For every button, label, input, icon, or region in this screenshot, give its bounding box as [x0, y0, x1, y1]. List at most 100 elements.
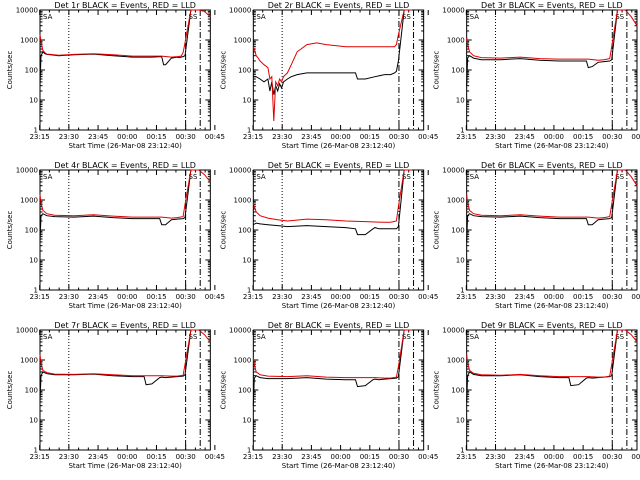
- x-tick-label: 23:45: [515, 453, 535, 461]
- x-tick-label: 00:00: [544, 453, 564, 461]
- panel-title: Det 9r BLACK = Events, RED = LLD: [481, 321, 623, 330]
- y-tick-label: 1: [247, 447, 251, 455]
- y-tick-label: 10: [242, 97, 251, 105]
- x-axis-label: Start Time (26-Mar-08 23:12:40): [282, 142, 396, 150]
- x-axis-label: Start Time (26-Mar-08 23:12:40): [495, 462, 609, 470]
- plot-frame: [466, 329, 638, 451]
- events-series-line: [466, 169, 626, 242]
- x-tick-label: 23:15: [30, 453, 50, 461]
- y-tick-label: 10000: [442, 167, 464, 175]
- x-tick-label: 00:15: [360, 293, 380, 301]
- x-tick-label: 00:00: [117, 133, 137, 141]
- y-tick-label: 1000: [234, 37, 252, 45]
- events-series-line: [252, 329, 412, 406]
- y-tick-label: 10: [242, 417, 251, 425]
- detector-panel-8: Det 8r BLACK = Events, RED = LLD 1 10 100 10…: [219, 321, 438, 470]
- x-tick-label: 23:15: [456, 453, 476, 461]
- x-axis-label: Start Time (26-Mar-08 23:12:40): [68, 462, 182, 470]
- x-axis-label: Start Time (26-Mar-08 23:12:40): [68, 302, 182, 310]
- y-tick-label: 100: [238, 387, 251, 395]
- x-tick-label: 00:30: [602, 293, 622, 301]
- y-tick-label: 1: [34, 127, 38, 135]
- y-tick-label: 1000: [20, 357, 38, 365]
- detector-panel-9: Det 9r BLACK = Events, RED = LLD 1 10 100 10…: [433, 321, 640, 470]
- y-axis-label: Counts/sec: [6, 211, 14, 250]
- x-tick-label: 00:00: [544, 293, 564, 301]
- y-axis-label: Counts/sec: [433, 371, 441, 410]
- marker-label: SS: [402, 173, 411, 181]
- lld-series-line: [466, 9, 638, 61]
- x-tick-label: 23:45: [301, 133, 321, 141]
- y-tick-label: 100: [451, 387, 464, 395]
- marker-label: SA: [256, 333, 266, 341]
- y-tick-label: 1000: [20, 197, 38, 205]
- x-tick-label: 00:00: [544, 133, 564, 141]
- marker-label: SA: [470, 13, 480, 21]
- y-tick-label: 100: [25, 67, 38, 75]
- y-tick-label: 1: [460, 287, 464, 295]
- plot-frame: [39, 169, 211, 291]
- y-axis-label: Counts/sec: [6, 371, 14, 410]
- y-axis-label: Counts/sec: [433, 51, 441, 90]
- detector-panel-1: Det 1r BLACK = Events, RED = LLD 1 10 100 10…: [6, 1, 225, 150]
- x-tick-label: 23:15: [30, 133, 50, 141]
- y-axis-label: Counts/sec: [219, 211, 227, 250]
- marker-label: SA: [256, 13, 266, 21]
- x-axis-label: Start Time (26-Mar-08 23:12:40): [282, 462, 396, 470]
- detector-panel-2: Det 2r BLACK = Events, RED = LLD 1 10 100 10…: [219, 1, 438, 150]
- x-tick-label: 00:45: [418, 453, 438, 461]
- y-tick-label: 10000: [442, 7, 464, 15]
- x-tick-label: 23:15: [456, 293, 476, 301]
- x-tick-label: 00:45: [418, 133, 438, 141]
- x-tick-label: 23:15: [456, 133, 476, 141]
- x-tick-label: 23:30: [272, 453, 292, 461]
- x-tick-label: 00:00: [331, 453, 351, 461]
- y-tick-label: 100: [25, 227, 38, 235]
- x-tick-label: 00:30: [602, 133, 622, 141]
- x-tick-label: 23:30: [59, 453, 79, 461]
- lld-series-line: [252, 329, 412, 379]
- x-tick-label: 00:15: [360, 133, 380, 141]
- lld-series-line: [39, 9, 211, 58]
- panel-title: Det 6r BLACK = Events, RED = LLD: [481, 161, 623, 170]
- x-tick-label: 00:45: [205, 133, 225, 141]
- x-axis-label: Start Time (26-Mar-08 23:12:40): [495, 302, 609, 310]
- y-axis-label: Counts/sec: [219, 51, 227, 90]
- marker-label: SS: [615, 333, 624, 341]
- x-tick-label: 00:15: [573, 453, 593, 461]
- y-tick-label: 10: [456, 257, 465, 265]
- detector-panel-7: Det 7r BLACK = Events, RED = LLD 1 10 100 10…: [6, 321, 225, 470]
- x-tick-label: 23:45: [88, 293, 108, 301]
- x-tick-label: 00:15: [146, 133, 166, 141]
- x-tick-label: 23:45: [88, 133, 108, 141]
- x-tick-label: 00:45: [631, 453, 640, 461]
- events-series-line: [39, 169, 199, 242]
- x-axis-label: Start Time (26-Mar-08 23:12:40): [68, 142, 182, 150]
- marker-label: SS: [189, 13, 198, 21]
- plot-frame: [252, 329, 425, 451]
- x-tick-label: 00:30: [389, 133, 409, 141]
- x-tick-label: 00:15: [573, 293, 593, 301]
- y-tick-label: 10: [456, 97, 465, 105]
- x-tick-label: 23:30: [485, 293, 505, 301]
- x-axis-label: Start Time (26-Mar-08 23:12:40): [282, 302, 396, 310]
- marker-label: SA: [256, 173, 266, 181]
- y-tick-label: 10000: [229, 167, 251, 175]
- y-tick-label: 100: [25, 387, 38, 395]
- y-tick-label: 10: [29, 257, 38, 265]
- x-tick-label: 23:45: [515, 293, 535, 301]
- detector-panel-4: Det 4r BLACK = Events, RED = LLD 1 10 100 10…: [6, 161, 225, 310]
- detector-panel-5: Det 5r BLACK = Events, RED = LLD 1 10 100 10…: [219, 161, 438, 310]
- x-tick-label: 00:45: [631, 293, 640, 301]
- x-tick-label: 23:45: [301, 293, 321, 301]
- x-tick-label: 23:45: [301, 453, 321, 461]
- marker-label: SS: [189, 333, 198, 341]
- marker-label: SS: [615, 173, 624, 181]
- marker-label: SS: [615, 13, 624, 21]
- y-tick-label: 10: [29, 417, 38, 425]
- plot-frame: [466, 169, 638, 291]
- panel-title: Det 5r BLACK = Events, RED = LLD: [268, 161, 410, 170]
- x-tick-label: 00:00: [331, 133, 351, 141]
- panel-title: Det 3r BLACK = Events, RED = LLD: [481, 1, 623, 10]
